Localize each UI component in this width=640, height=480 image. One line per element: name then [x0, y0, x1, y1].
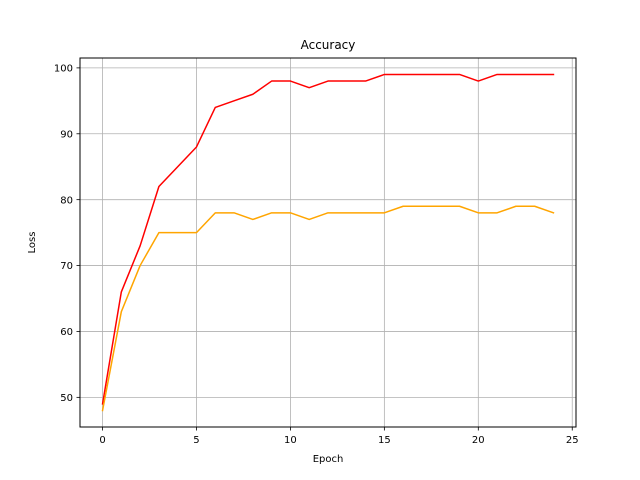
- y-tick-label: 70: [60, 261, 73, 272]
- y-tick-label: 100: [54, 63, 73, 74]
- y-tick-label: 90: [60, 129, 73, 140]
- x-tick-label: 10: [284, 435, 297, 446]
- grid: [80, 58, 576, 427]
- x-tick-label: 20: [472, 435, 485, 446]
- axis-ticks: 0 5 10 15 20 25 50 60 70 80 90 100: [54, 63, 579, 446]
- chart-title: Accuracy: [301, 38, 356, 52]
- x-axis-label: Epoch: [313, 454, 344, 465]
- series-line-2: [101, 205, 555, 412]
- y-axis-label: Loss: [27, 232, 38, 254]
- y-tick-label: 50: [60, 393, 73, 404]
- series-line-1: [101, 73, 555, 405]
- x-tick-label: 5: [193, 435, 199, 446]
- plot-frame: [79, 57, 577, 428]
- x-tick-label: 0: [99, 435, 105, 446]
- series-lines: [101, 73, 555, 412]
- x-tick-label: 15: [378, 435, 391, 446]
- x-tick-label: 25: [566, 435, 579, 446]
- y-tick-label: 80: [60, 195, 73, 206]
- y-tick-label: 60: [60, 327, 73, 338]
